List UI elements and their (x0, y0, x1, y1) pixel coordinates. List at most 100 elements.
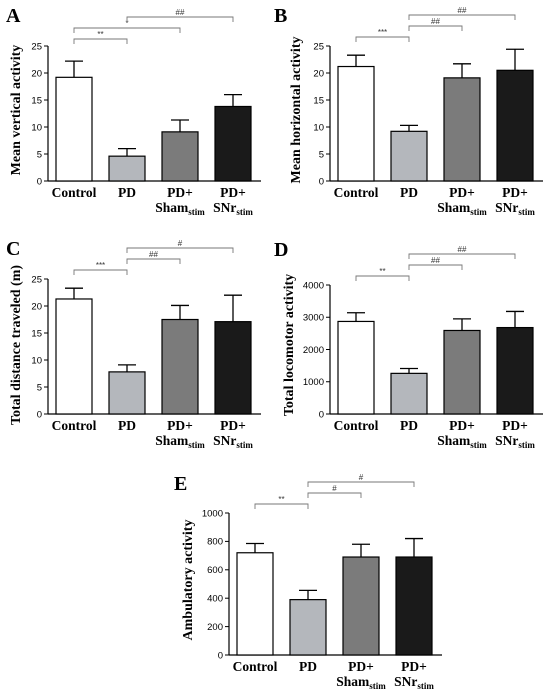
x-tick-label: PD+ (220, 185, 246, 200)
significance-bracket (408, 14, 516, 20)
x-tick-label: Shamstim (437, 200, 487, 217)
x-tick-label: Control (52, 185, 97, 200)
x-tick-label: PD+ (401, 659, 427, 674)
bar-control (55, 298, 93, 415)
significance-bracket (408, 253, 516, 259)
bar-pd-sham (443, 329, 481, 415)
y-tick-label: 0 (218, 650, 223, 661)
y-axis-label: Ambulatory activity (181, 520, 196, 641)
panel-c: C Total distance traveled (m) 0 5 10 15 20 25 Co… (6, 238, 261, 450)
x-tick-label: PD+ (449, 185, 475, 200)
y-tick-label: 0 (319, 176, 324, 187)
y-axis-label: Mean vertical activity (9, 45, 24, 176)
y-tick-label: 5 (37, 149, 42, 160)
bar-control (337, 320, 375, 415)
y-tick-label: 25 (31, 274, 42, 285)
y-tick-label: 25 (31, 41, 42, 52)
y-tick-label: 5 (319, 149, 324, 160)
significance-bracket (408, 264, 463, 270)
panel-label: B (274, 5, 287, 27)
bar-pd-snr (496, 69, 534, 182)
y-tick-label: 200 (207, 622, 223, 633)
x-tick-label: PD+ (502, 185, 528, 200)
bar-pd-sham (161, 131, 199, 182)
x-tick-label: SNrstim (495, 433, 535, 450)
bar-pd-snr (214, 321, 252, 415)
bar-pd (289, 599, 327, 656)
bar-pd (108, 371, 146, 415)
x-tick-label: PD+ (167, 185, 193, 200)
y-tick-label: 0 (37, 409, 42, 420)
y-axis-label: Total locomotor activity (282, 274, 297, 416)
significance-label: ## (458, 245, 467, 254)
y-tick-label: 0 (37, 176, 42, 187)
significance-bracket (73, 269, 128, 275)
panel-label: E (174, 473, 187, 495)
significance-bracket (126, 16, 234, 22)
x-tick-label: PD+ (449, 418, 475, 433)
significance-bracket (307, 481, 415, 487)
x-tick-label: PD (118, 185, 136, 200)
bar-control (55, 76, 93, 182)
significance-bracket (355, 275, 410, 281)
y-tick-label: 1000 (202, 508, 223, 519)
bar-pd-sham (342, 556, 380, 656)
bar-pd-snr (214, 105, 252, 182)
significance-bracket (307, 492, 362, 498)
x-tick-label: SNrstim (495, 200, 535, 217)
x-tick-label: Shamstim (336, 674, 386, 691)
x-tick-label: PD (400, 418, 418, 433)
y-tick-label: 3000 (303, 313, 324, 324)
x-tick-label: PD (299, 659, 317, 674)
significance-label: * (125, 19, 128, 28)
x-tick-label: Control (334, 418, 379, 433)
x-tick-label: Control (52, 418, 97, 433)
x-tick-label: Shamstim (155, 200, 205, 217)
x-tick-label: SNrstim (213, 200, 253, 217)
significance-label: ## (176, 8, 185, 17)
x-tick-label: PD+ (167, 418, 193, 433)
x-tick-label: Control (233, 659, 278, 674)
x-tick-label: PD (118, 418, 136, 433)
x-tick-label: SNrstim (394, 674, 434, 691)
y-tick-label: 15 (31, 95, 42, 106)
significance-label: ## (458, 6, 467, 15)
y-axis-label: Total distance traveled (m) (9, 265, 24, 425)
bar-pd-snr (395, 556, 433, 656)
significance-bracket (126, 247, 234, 253)
bar-pd (390, 130, 428, 182)
y-tick-label: 10 (31, 122, 42, 133)
y-axis-label: Mean horizontal activity (289, 37, 304, 184)
y-tick-label: 400 (207, 594, 223, 605)
y-tick-label: 0 (319, 409, 324, 420)
y-tick-label: 600 (207, 565, 223, 576)
significance-bracket (126, 258, 181, 264)
significance-label: ## (149, 250, 158, 259)
significance-label: ** (379, 267, 385, 276)
significance-label: ** (278, 495, 284, 504)
significance-bracket (355, 36, 410, 42)
y-tick-label: 10 (313, 122, 324, 133)
panel-e: E Ambulatory activity 0 200 400 600 800 1000 Con… (174, 473, 442, 691)
y-tick-label: 20 (313, 68, 324, 79)
bar-pd-snr (496, 326, 534, 415)
bar-control (337, 65, 375, 182)
bar-pd (108, 155, 146, 182)
significance-label: *** (96, 261, 105, 270)
y-tick-label: 10 (31, 355, 42, 366)
bar-control (236, 552, 274, 656)
panel-label: C (6, 238, 20, 260)
significance-bracket (408, 25, 463, 31)
significance-bracket (73, 27, 181, 33)
y-tick-label: 5 (37, 382, 42, 393)
x-tick-label: Control (334, 185, 379, 200)
y-tick-label: 15 (313, 95, 324, 106)
x-tick-label: Shamstim (437, 433, 487, 450)
bar-pd-sham (443, 77, 481, 182)
x-tick-label: PD (400, 185, 418, 200)
panel-d: D Total locomotor activity 0 1000 2000 3000 40… (274, 239, 543, 450)
significance-label: ## (431, 256, 440, 265)
bar-pd-sham (161, 318, 199, 415)
x-tick-label: PD+ (220, 418, 246, 433)
